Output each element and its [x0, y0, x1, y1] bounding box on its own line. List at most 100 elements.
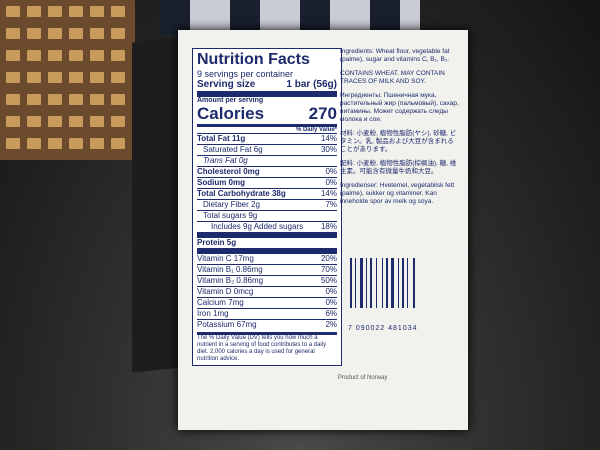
nutrient-row: Total sugars 9g — [197, 210, 337, 221]
barcode-stripe — [355, 258, 356, 308]
barcode-stripe — [366, 258, 367, 308]
wood-slot — [111, 116, 125, 127]
label-title: Nutrition Facts — [197, 51, 310, 68]
wood-slot — [6, 28, 20, 39]
nutrient-rows: Total Fat 11g 14% Saturated Fat 6g 30% Trans… — [197, 133, 337, 330]
wood-slot — [111, 50, 125, 61]
nutrient-row: Cholesterol 0mg 0% — [197, 166, 337, 177]
nutrient-name: Calcium 7mg — [197, 298, 244, 307]
wood-slot — [69, 50, 83, 61]
wood-slot — [27, 72, 41, 83]
barcode-number: 7 090022 481034 — [348, 325, 418, 332]
barcode-stripe — [382, 258, 383, 308]
nutrient-dv: 0% — [325, 178, 337, 187]
origin: Product of Norway — [338, 375, 388, 381]
wood-slot — [90, 94, 104, 105]
calories-value: 270 — [308, 104, 337, 123]
wood-slot — [6, 94, 20, 105]
nutrient-name: Potassium 67mg — [197, 320, 257, 329]
ingredients-en: Ingredients: Wheat flour, vegetable fat … — [340, 48, 450, 63]
wood-slot — [6, 72, 20, 83]
nutrient-row: Total Fat 11g 14% — [197, 133, 337, 144]
barcode-stripe — [407, 258, 408, 308]
wood-slot — [69, 138, 83, 149]
wood-slot — [48, 50, 62, 61]
ingredients-ru: Ингредиенты: Пшеничная мука, растительны… — [340, 92, 459, 123]
wood-slot — [48, 94, 62, 105]
nutrient-row: Potassium 67mg 2% — [197, 319, 337, 330]
wood-slot — [27, 116, 41, 127]
wood-slot — [111, 28, 125, 39]
nutrition-label: Nutrition Facts 9 servings per container… — [192, 48, 342, 366]
wooden-rack — [0, 0, 135, 160]
nutrient-row: Vitamin D 0mcg 0% — [197, 286, 337, 297]
wood-slot — [111, 94, 125, 105]
allergy-en: CONTAINS WHEAT. MAY CONTAIN TRACES OF MI… — [340, 70, 445, 85]
nutrient-name: Total Carbohydrate 38g — [197, 189, 286, 198]
wood-slot — [48, 116, 62, 127]
barcode-stripe — [391, 258, 394, 308]
wood-slot — [6, 50, 20, 61]
nutrient-name: Protein 5g — [197, 238, 237, 247]
nutrient-row: Vitamin B₁ 0.86mg 70% — [197, 264, 337, 275]
wood-slot — [90, 138, 104, 149]
nutrient-name: Cholesterol 0mg — [197, 167, 260, 176]
nutrient-name: Vitamin D 0mcg — [197, 287, 254, 296]
nutrient-dv: 14% — [320, 134, 337, 143]
wood-slot — [6, 138, 20, 149]
barcode-stripe — [398, 258, 399, 308]
nutrient-name: Total Fat 11g — [197, 134, 246, 143]
nutrient-dv: 0% — [325, 287, 337, 296]
nutrient-dv: 20% — [320, 254, 337, 263]
barcode-stripe — [413, 258, 415, 308]
serving-size-value: 1 bar (56g) — [286, 79, 337, 90]
wood-slot — [90, 50, 104, 61]
nutrient-name: Includes 9g Added sugars — [211, 222, 304, 231]
footnote: The % Daily Value (DV) tells you how muc… — [197, 332, 337, 363]
wood-slot — [27, 138, 41, 149]
nutrient-dv: 0% — [325, 167, 337, 176]
barcode-stripe — [386, 258, 388, 308]
nutrient-row: Vitamin B₂ 0.86mg 50% — [197, 275, 337, 286]
barcode-stripe — [360, 258, 363, 308]
ingredients: Ingredients: Wheat flour, vegetable fat … — [340, 48, 460, 212]
nutrient-row: Trans Fat 0g — [197, 155, 337, 166]
dv-header: % Daily Value* — [295, 127, 337, 133]
nutrient-row: Calcium 7mg 0% — [197, 297, 337, 308]
ingredients-ja: 材料: 小麦粉, 植物性脂肪(ヤシ), 砂糖, ビタミン。乳, 製品および大豆が… — [340, 130, 457, 153]
nutrient-row: Total Carbohydrate 38g 14% — [197, 188, 337, 199]
wood-slot — [27, 94, 41, 105]
wood-slot — [69, 94, 83, 105]
wood-slot — [6, 116, 20, 127]
nutrient-row: Saturated Fat 6g 30% — [197, 144, 337, 155]
wood-slot — [111, 72, 125, 83]
nutrient-row: Sodium 0mg 0% — [197, 177, 337, 188]
nutrient-name: Vitamin C 17mg — [197, 254, 254, 263]
nutrient-name: Vitamin B₂ 0.86mg — [197, 276, 264, 285]
wood-slot — [48, 6, 62, 17]
serving-size: Serving size 1 bar (56g) — [197, 79, 337, 97]
nutrient-row: Vitamin C 17mg 20% — [197, 248, 337, 264]
ingredients-zh: 配料: 小麦粉, 植物性脂肪(棕榈油), 糖, 维生素。可能含有微量牛奶和大豆。 — [340, 160, 457, 175]
nutrient-dv: 70% — [320, 265, 337, 274]
nutrient-dv: 2% — [325, 320, 337, 329]
barcode — [350, 258, 430, 320]
wood-slot — [90, 28, 104, 39]
nutrient-dv: 6% — [325, 309, 337, 318]
barcode-stripe — [402, 258, 404, 308]
wood-slot — [69, 6, 83, 17]
wood-slot — [90, 116, 104, 127]
serving-size-label: Serving size — [197, 79, 256, 90]
servings: 9 servings per container — [197, 69, 294, 79]
calories-label: Calories — [197, 104, 265, 123]
wood-slot — [48, 72, 62, 83]
calories: Calories 270 — [197, 104, 337, 127]
nutrient-name: Iron 1mg — [197, 309, 229, 318]
wood-slot — [27, 28, 41, 39]
barcode-stripe — [370, 258, 372, 308]
nutrient-name: Total sugars 9g — [203, 211, 258, 220]
curtain — [160, 0, 420, 35]
ingredients-no: Ingredienser: Hvetemel, vegetabilsk fett… — [340, 182, 455, 205]
barcode-stripe — [376, 258, 377, 308]
